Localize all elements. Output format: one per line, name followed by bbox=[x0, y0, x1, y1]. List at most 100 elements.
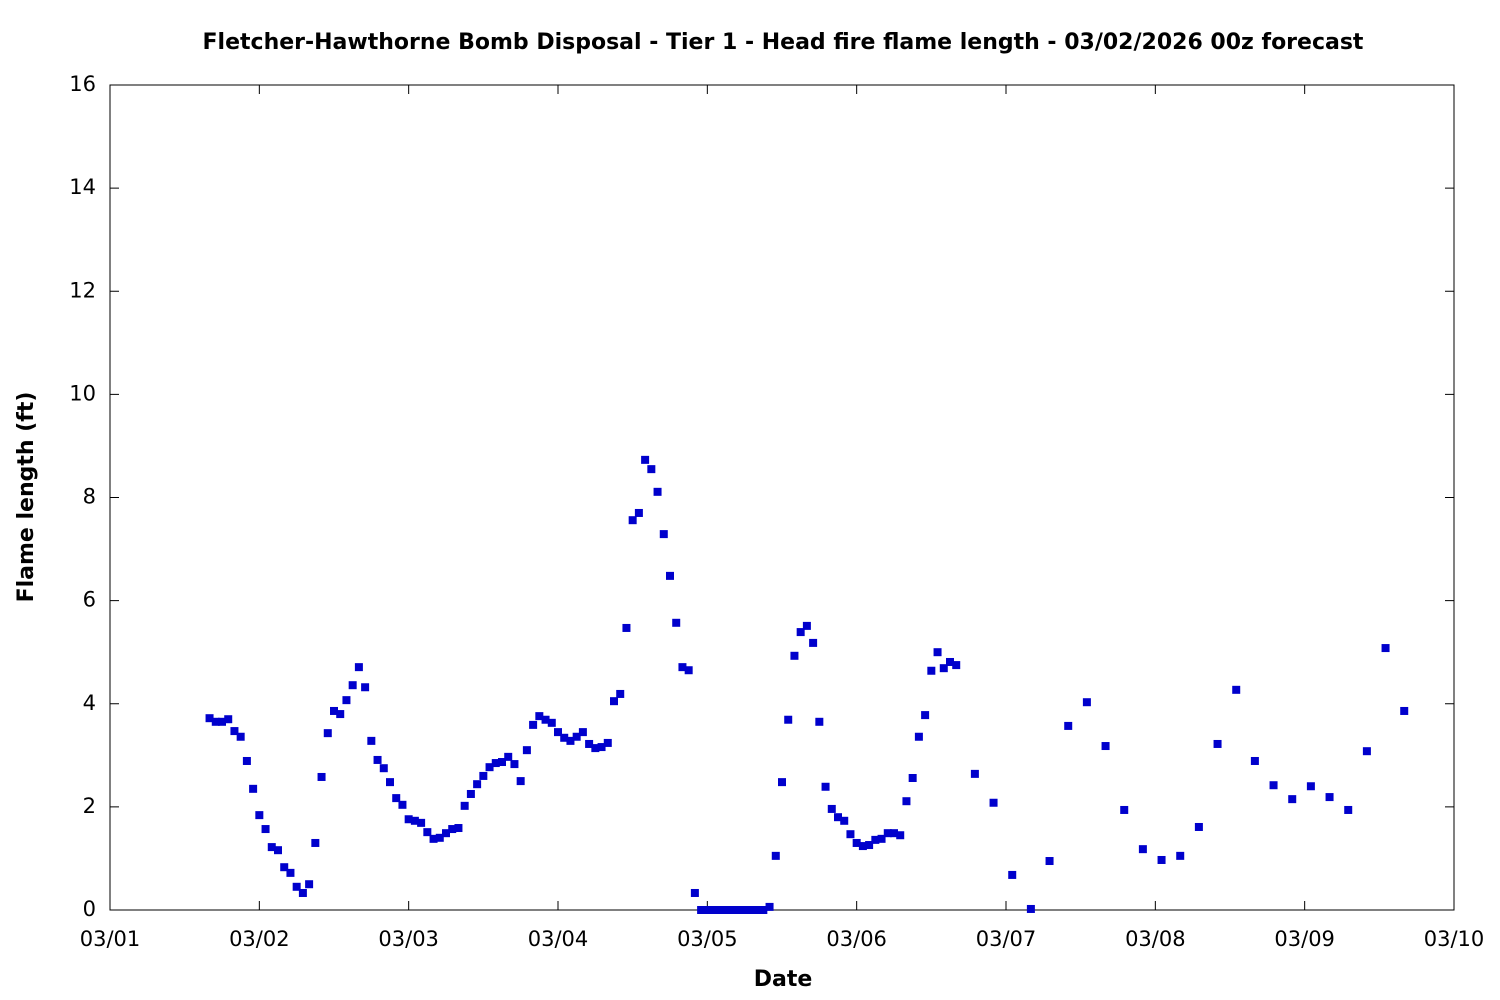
y-tick-label: 16 bbox=[69, 72, 96, 96]
point bbox=[871, 835, 880, 844]
point bbox=[877, 834, 886, 843]
point bbox=[703, 906, 712, 914]
point bbox=[1269, 781, 1278, 790]
point bbox=[722, 906, 730, 914]
point bbox=[466, 789, 475, 798]
point bbox=[367, 736, 376, 745]
point bbox=[1194, 822, 1203, 831]
point bbox=[728, 906, 737, 914]
point bbox=[448, 825, 457, 834]
point bbox=[628, 516, 637, 525]
point bbox=[280, 863, 289, 872]
point bbox=[622, 623, 631, 632]
point bbox=[1120, 805, 1129, 814]
point bbox=[404, 815, 413, 824]
point bbox=[734, 906, 743, 914]
point bbox=[1362, 747, 1371, 756]
chart-title: Fletcher-Hawthorne Bomb Disposal - Tier … bbox=[203, 30, 1364, 55]
point bbox=[572, 732, 581, 741]
point bbox=[809, 638, 818, 647]
y-tick-label: 6 bbox=[83, 588, 96, 612]
y-tick-label: 10 bbox=[69, 381, 96, 405]
point bbox=[865, 841, 874, 850]
point bbox=[840, 816, 849, 825]
point bbox=[939, 664, 948, 673]
point bbox=[796, 628, 805, 637]
point bbox=[778, 778, 786, 787]
y-axis-label: Flame length (ft) bbox=[14, 392, 39, 603]
point bbox=[336, 710, 345, 719]
point bbox=[1138, 845, 1147, 854]
point bbox=[1026, 904, 1035, 913]
point bbox=[672, 618, 681, 627]
point bbox=[305, 880, 314, 889]
point bbox=[379, 764, 388, 773]
point bbox=[946, 657, 954, 666]
point bbox=[697, 906, 706, 914]
point bbox=[1064, 721, 1073, 730]
point bbox=[709, 906, 718, 914]
point bbox=[1344, 805, 1353, 814]
point bbox=[522, 746, 531, 755]
point bbox=[504, 752, 513, 761]
point bbox=[386, 778, 394, 787]
point bbox=[746, 906, 755, 914]
point bbox=[491, 759, 500, 768]
point bbox=[554, 728, 562, 737]
point bbox=[249, 784, 258, 793]
point bbox=[641, 455, 650, 464]
point bbox=[348, 681, 357, 690]
point bbox=[373, 755, 382, 764]
point bbox=[1176, 851, 1185, 860]
point bbox=[224, 715, 233, 724]
point bbox=[242, 756, 251, 765]
point bbox=[815, 717, 824, 726]
point bbox=[236, 732, 245, 741]
x-axis-label: Date bbox=[754, 967, 813, 992]
point bbox=[361, 683, 370, 692]
point bbox=[1306, 782, 1315, 791]
y-tick-label: 0 bbox=[83, 897, 96, 921]
x-tick-label: 03/04 bbox=[528, 927, 589, 951]
point bbox=[516, 777, 525, 786]
point bbox=[902, 797, 911, 806]
point bbox=[435, 833, 444, 842]
point bbox=[591, 744, 600, 753]
point bbox=[1325, 793, 1334, 802]
point bbox=[460, 801, 469, 810]
point bbox=[610, 697, 618, 706]
point bbox=[417, 818, 426, 827]
point bbox=[759, 906, 768, 914]
point bbox=[454, 824, 463, 833]
point bbox=[498, 758, 506, 767]
point bbox=[292, 882, 301, 891]
point bbox=[330, 706, 338, 715]
point bbox=[1250, 756, 1259, 765]
point bbox=[510, 760, 519, 769]
point bbox=[821, 782, 830, 791]
x-tick-label: 03/09 bbox=[1274, 927, 1335, 951]
point bbox=[616, 689, 625, 698]
point bbox=[218, 717, 226, 726]
point bbox=[566, 736, 575, 745]
point bbox=[1232, 685, 1241, 694]
point bbox=[827, 804, 836, 813]
x-tick-label: 03/08 bbox=[1125, 927, 1186, 951]
y-tick-label: 12 bbox=[69, 278, 96, 302]
point bbox=[690, 888, 699, 897]
point bbox=[585, 739, 594, 748]
point bbox=[429, 834, 438, 843]
point bbox=[753, 906, 762, 914]
y-tick-label: 2 bbox=[83, 794, 96, 818]
point bbox=[597, 743, 606, 752]
point bbox=[1008, 870, 1017, 879]
point bbox=[666, 571, 674, 580]
point bbox=[442, 829, 450, 838]
point bbox=[274, 846, 282, 855]
point bbox=[834, 813, 842, 822]
point bbox=[1045, 857, 1054, 866]
y-tick-label: 14 bbox=[69, 175, 96, 199]
point bbox=[547, 718, 556, 727]
x-tick-label: 03/06 bbox=[826, 927, 887, 951]
